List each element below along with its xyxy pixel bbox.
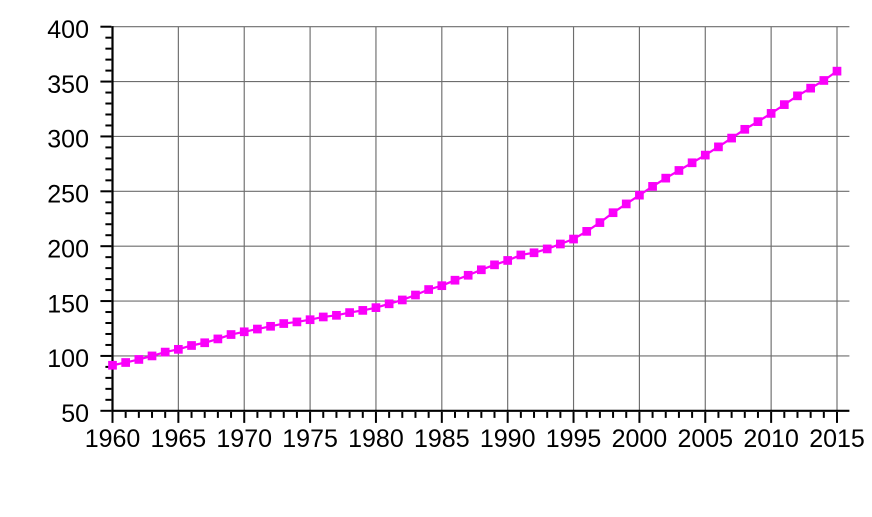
svg-text:1985: 1985 bbox=[414, 425, 470, 453]
svg-text:1980: 1980 bbox=[348, 425, 404, 453]
svg-text:400: 400 bbox=[47, 16, 89, 44]
svg-text:2000: 2000 bbox=[612, 425, 668, 453]
svg-text:350: 350 bbox=[47, 71, 89, 99]
svg-text:300: 300 bbox=[47, 126, 89, 154]
svg-text:1960: 1960 bbox=[85, 425, 141, 453]
svg-text:250: 250 bbox=[47, 181, 89, 209]
svg-text:1995: 1995 bbox=[546, 425, 602, 453]
svg-text:1970: 1970 bbox=[216, 425, 272, 453]
svg-text:50: 50 bbox=[61, 400, 89, 428]
svg-text:1990: 1990 bbox=[480, 425, 536, 453]
svg-text:1975: 1975 bbox=[282, 425, 338, 453]
svg-text:2005: 2005 bbox=[677, 425, 733, 453]
svg-text:200: 200 bbox=[47, 235, 89, 263]
svg-text:2010: 2010 bbox=[743, 425, 799, 453]
svg-text:100: 100 bbox=[47, 345, 89, 373]
svg-text:2015: 2015 bbox=[809, 425, 865, 453]
svg-text:1965: 1965 bbox=[151, 425, 207, 453]
svg-text:150: 150 bbox=[47, 290, 89, 318]
